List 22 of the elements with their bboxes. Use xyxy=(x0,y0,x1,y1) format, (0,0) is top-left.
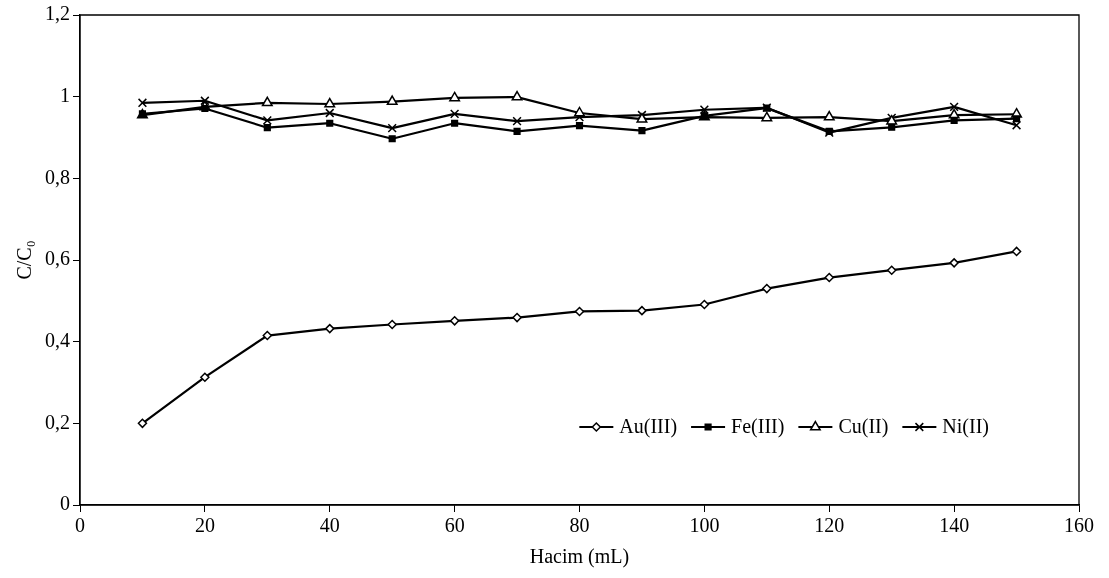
x-tick-label: 0 xyxy=(75,514,85,537)
legend-label: Cu(II) xyxy=(838,415,889,439)
y-tick-label: 0,4 xyxy=(45,328,70,351)
x-tick-label: 100 xyxy=(689,514,720,537)
y-tick-label: 1,2 xyxy=(45,2,70,25)
legend-label: Ni(II) xyxy=(942,415,989,439)
y-tick-label: 0,2 xyxy=(45,410,70,433)
legend-label: Au(III) xyxy=(619,415,678,439)
x-axis-title: Hacim (mL) xyxy=(529,545,630,569)
x-tick-label: 120 xyxy=(814,514,845,537)
y-tick-label: 0 xyxy=(60,492,70,515)
y-axis-title: C/C₀ xyxy=(13,240,36,280)
x-tick-label: 160 xyxy=(1064,514,1094,537)
x-tick-label: 80 xyxy=(569,514,590,537)
x-tick-label: 140 xyxy=(939,514,970,537)
x-tick-label: 20 xyxy=(194,514,215,537)
x-tick-label: 60 xyxy=(444,514,465,537)
x-tick-label: 40 xyxy=(319,514,340,537)
legend-label: Fe(III) xyxy=(731,415,785,439)
y-tick-label: 0,6 xyxy=(45,247,70,270)
y-tick-label: 1 xyxy=(60,83,70,106)
y-tick-label: 0,8 xyxy=(45,165,70,188)
